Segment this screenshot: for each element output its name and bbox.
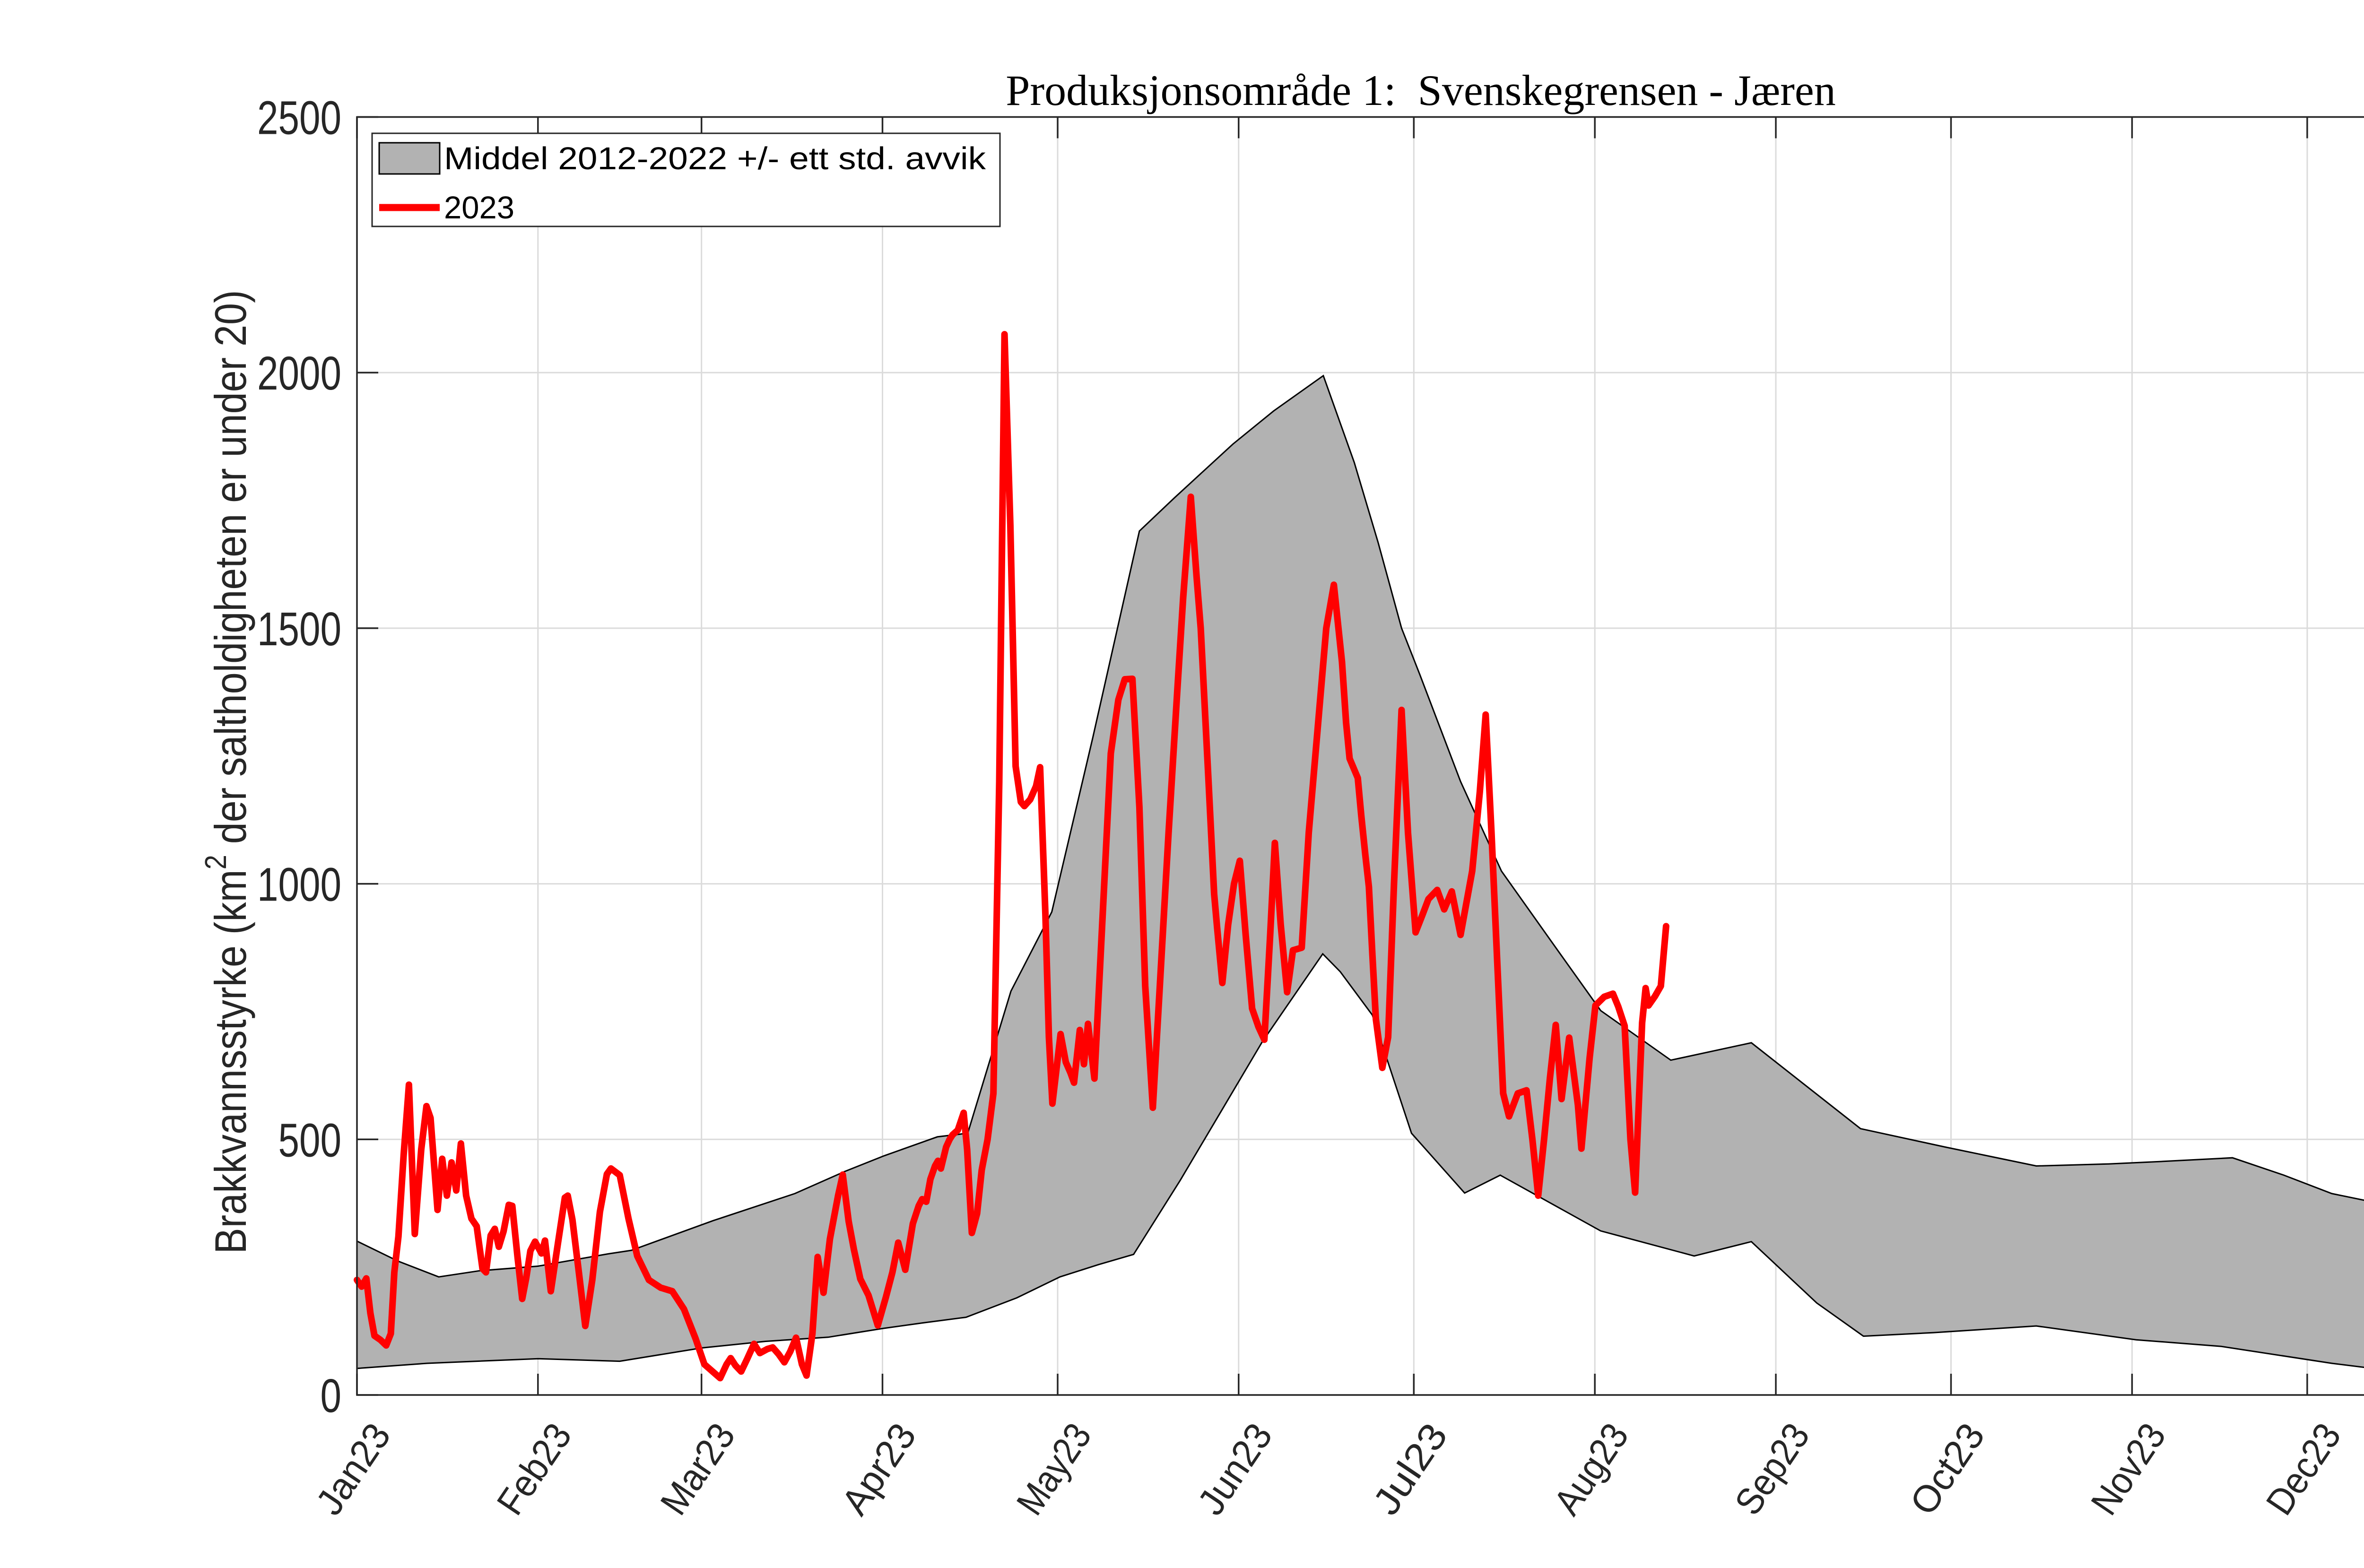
- svg-text:2000: 2000: [257, 347, 341, 400]
- svg-text:2500: 2500: [257, 92, 341, 145]
- svg-text:Brakkvannsstyrke (km2 der salt: Brakkvannsstyrke (km2 der saltholdighete…: [199, 290, 255, 1254]
- svg-text:Produksjonsområde 1: Svenskeg: Produksjonsområde 1: Svenskegrensen - Jæ…: [1006, 66, 1835, 114]
- svg-text:1500: 1500: [257, 603, 341, 656]
- svg-text:2023: 2023: [444, 190, 514, 225]
- svg-text:Middel 2012-2022 +/- ett std.: Middel 2012-2022 +/- ett std. avvik: [444, 141, 986, 176]
- svg-text:500: 500: [278, 1114, 342, 1167]
- svg-text:0: 0: [321, 1369, 342, 1422]
- svg-text:1000: 1000: [257, 858, 341, 911]
